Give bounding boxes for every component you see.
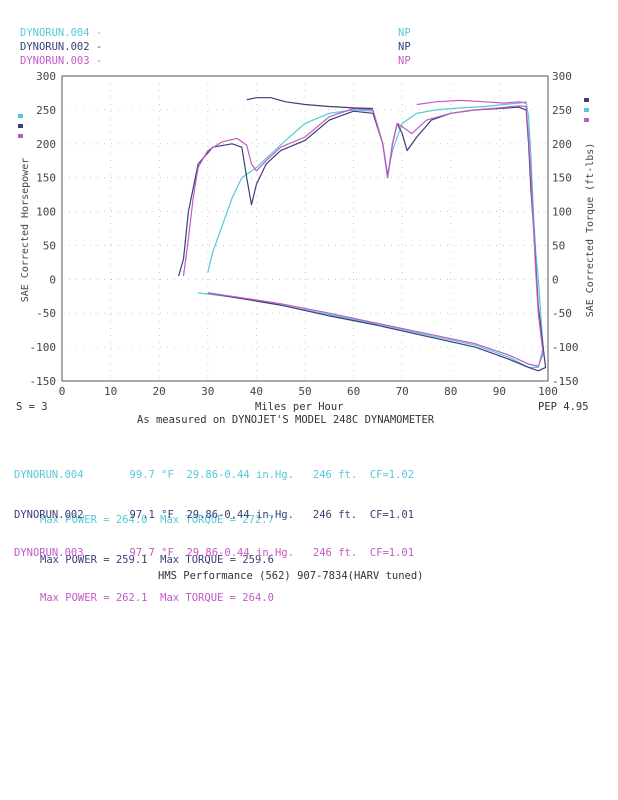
series-line-3 [182,105,544,367]
run-1-max-power: Max POWER = 264.0 [40,514,148,526]
run-info-1: DYNORUN.004 99.7 °F 29.86-0.44 in.Hg. 246… [14,438,414,543]
run-2-temp: 97.1 °F [129,509,174,521]
run-1-name: DYNORUN.004 [14,469,84,481]
y-tick-label-left: 250 [36,104,56,117]
run-info-1-line2: Max POWER = 264.0 Max TORQUE = 272.7 [14,513,414,528]
run-3-max-torque: Max TORQUE = 264.0 [160,592,274,604]
series-line-5 [416,99,527,106]
series-line-4 [246,97,374,110]
y-tick-label-left: 0 [49,273,56,286]
left-marker-run-1 [18,114,23,118]
right-marker-run-2 [584,98,589,102]
y-axis-left-label: SAE Corrected Horsepower [20,158,31,303]
legend-run-3-name: DYNORUN.003 - [20,55,103,67]
y-axis-right-label: SAE Corrected Torque (ft-lbs) [585,143,596,318]
right-marker-run-1 [584,108,589,112]
left-marker-run-2 [18,124,23,128]
run-2-cf: CF=1.01 [369,509,415,521]
run-info-3-line1: DYNORUN.003 97.7 °F 29.86-0.44 in.Hg. 246… [14,546,414,561]
shop-info: HMS Performance (562) 907-7834(HARV tune… [158,570,424,582]
run-1-cf: CF=1.02 [369,469,415,481]
smoothing-label: S = 3 [16,401,48,413]
x-tick-label: 80 [444,385,457,398]
run-info-3: DYNORUN.003 97.7 °F 29.86-0.44 in.Hg. 246… [14,516,414,621]
run-1-temp: 99.7 °F [129,469,174,481]
y-tick-label-right: 150 [552,172,572,185]
run-info-2: DYNORUN.002 97.1 °F 29.86-0.44 in.Hg. 246… [14,478,414,583]
series-line-2 [178,106,547,372]
run-1-altitude: 246 ft. [312,469,358,481]
legend-run-2-name: DYNORUN.002 - [20,41,103,53]
y-tick-label-right: 0 [552,273,559,286]
run-2-pressure: 29.86-0.44 in.Hg. [186,509,294,521]
y-tick-label-left: -100 [30,341,57,354]
run-3-name: DYNORUN.003 [14,547,84,559]
y-tick-label-left: 100 [36,206,56,219]
y-tick-label-left: 200 [36,138,56,151]
pep-label: PEP 4.95 [538,401,589,413]
x-ticks: 0 10 20 30 40 50 60 70 80 90 100 [59,385,558,398]
y-tick-label-right: 300 [552,70,572,83]
y-tick-label-right: -150 [552,375,579,388]
x-tick-label: 90 [493,385,506,398]
run-info-2-line2: Max POWER = 259.1 Max TORQUE = 259.6 [14,553,414,568]
run-2-max-torque: Max TORQUE = 259.6 [160,554,274,566]
legend-run-2: DYNORUN.002 - [20,41,102,54]
y-tick-label-right: 250 [552,104,572,117]
plot-frame [61,75,549,382]
x-tick-label: 100 [538,385,558,398]
run-2-name: DYNORUN.002 [14,509,84,521]
x-tick-label: 30 [201,385,214,398]
legend-run-1-name: DYNORUN.004 - [20,27,103,39]
legend-run-1: DYNORUN.004 - [20,27,102,40]
axis-run-markers [18,98,589,138]
measured-note: As measured on DYNOJET'S MODEL 248C DYNA… [137,414,435,426]
right-marker-run-3 [584,118,589,122]
y-ticks-left: 300 250 200 150 100 50 0 -50 -100 -150 [30,70,57,388]
y-tick-label-left: -150 [30,375,57,388]
series-line-1 [198,101,544,368]
run-2-altitude: 246 ft. [312,509,358,521]
y-tick-label-left: -50 [36,307,56,320]
legend-run-1-flag: NP [398,27,411,39]
run-1-pressure: 29.86-0.44 in.Hg. [186,469,294,481]
left-marker-run-3 [18,134,23,138]
y-tick-label-left: 300 [36,70,56,83]
run-3-pressure: 29.86-0.44 in.Hg. [186,547,294,559]
chart-series [178,97,547,372]
y-tick-label-left: 50 [43,239,56,252]
run-info-3-line2: Max POWER = 262.1 Max TORQUE = 264.0 [14,591,414,606]
legend-run-3-flag: NP [398,55,411,67]
y-ticks-right: 300 250 200 150 100 50 0 -50 -100 -150 [552,70,579,388]
y-tick-label-right: 50 [552,239,565,252]
run-info-1-line1: DYNORUN.004 99.7 °F 29.86-0.44 in.Hg. 246… [14,468,414,483]
run-1-max-torque: Max TORQUE = 272.7 [160,514,274,526]
y-tick-label-right: 200 [552,138,572,151]
run-3-max-power: Max POWER = 262.1 [40,592,148,604]
x-tick-label: 60 [347,385,360,398]
x-tick-label: 50 [298,385,311,398]
y-tick-label-left: 150 [36,172,56,185]
x-tick-label: 40 [250,385,263,398]
x-tick-label: 0 [59,385,66,398]
run-3-cf: CF=1.01 [369,547,415,559]
run-3-altitude: 246 ft. [312,547,358,559]
y-tick-label-right: 100 [552,206,572,219]
legend-run-2-flag: NP [398,41,411,53]
y-tick-label-right: -100 [552,341,579,354]
legend-run-3: DYNORUN.003 - [20,55,102,68]
y-tick-label-right: -50 [552,307,572,320]
chart-grid [61,75,549,382]
run-info-2-line1: DYNORUN.002 97.1 °F 29.86-0.44 in.Hg. 246… [14,508,414,523]
x-tick-label: 20 [153,385,166,398]
run-2-max-power: Max POWER = 259.1 [40,554,148,566]
x-axis-label: Miles per Hour [255,401,344,413]
x-tick-label: 10 [104,385,117,398]
x-tick-label: 70 [396,385,409,398]
run-3-temp: 97.7 °F [129,547,174,559]
